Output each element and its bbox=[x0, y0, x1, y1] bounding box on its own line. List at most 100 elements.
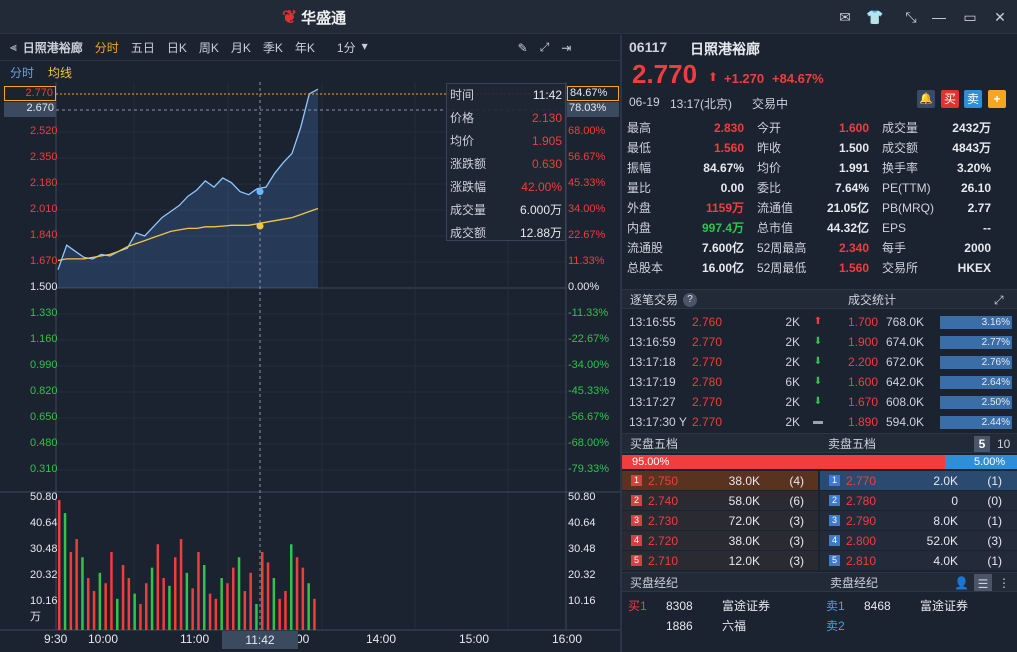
cursor-pct-right: 78.03% bbox=[567, 102, 619, 117]
trade-time: 13:16:55 bbox=[629, 315, 676, 329]
chart-tab[interactable]: 周K bbox=[198, 41, 219, 55]
level-volume: 12.0K bbox=[728, 554, 760, 568]
depth-level[interactable]: 4 2.720 38.0K (3) bbox=[622, 531, 818, 551]
trade-volume: 2K bbox=[785, 415, 800, 429]
volume-bar bbox=[208, 593, 212, 630]
trade-row: 13:17:18 2.770 2K ⬇ 2.200 672.0K 2.76% bbox=[622, 352, 1017, 372]
close-icon[interactable]: ✕ bbox=[994, 9, 1006, 25]
level-volume: 38.0K bbox=[728, 534, 760, 548]
quote-value: 1.600 bbox=[838, 121, 869, 135]
add-watchlist-button[interactable]: + bbox=[988, 90, 1006, 108]
ask-brokers-title: 卖盘经纪 bbox=[830, 576, 879, 590]
tooltip-value: 6.000万 bbox=[519, 203, 562, 217]
tooltip-row: 均价 1.905 bbox=[447, 130, 565, 153]
broker-row: 卖1 8468 富途证券 bbox=[820, 596, 1017, 616]
level-badge: 1 bbox=[829, 475, 840, 486]
trade-time: 13:17:19 bbox=[629, 375, 676, 389]
level-price: 2.790 bbox=[846, 514, 877, 528]
level-badge: 2 bbox=[829, 495, 840, 506]
stat-price: 2.200 bbox=[847, 355, 878, 369]
depth-level[interactable]: 5 2.710 12.0K (3) bbox=[622, 551, 818, 571]
panel-divider bbox=[620, 35, 622, 652]
tooltip-label: 时间 bbox=[450, 88, 475, 102]
chart-tab[interactable]: 分时 bbox=[94, 41, 119, 55]
quote-row: 量比 0.00 委比 7.64% PE(TTM) 26.10 bbox=[622, 178, 1017, 198]
cursor-price-left: 2.670 bbox=[4, 102, 56, 117]
level-volume: 52.0K bbox=[926, 534, 958, 548]
depth-10-toggle[interactable]: 10 bbox=[997, 437, 1011, 451]
shirt-icon[interactable]: 👕 bbox=[866, 9, 884, 25]
level-count: (3) bbox=[789, 534, 804, 548]
subtab-average[interactable]: 均线 bbox=[48, 65, 73, 80]
quote-value: 3.20% bbox=[956, 161, 991, 175]
volume-axis-label-right: 50.80 bbox=[568, 491, 596, 503]
chart-tab[interactable]: 1分 bbox=[336, 41, 356, 55]
buy-button[interactable]: 买 bbox=[941, 90, 959, 108]
time-axis-label: 16:00 bbox=[552, 632, 583, 646]
quote-label: 总市值 bbox=[757, 221, 794, 235]
brand-logo-icon: ❦ bbox=[282, 7, 298, 27]
depth-level[interactable]: 3 2.790 8.0K (1) bbox=[820, 511, 1017, 531]
volume-bar bbox=[301, 567, 305, 630]
quote-value: 16.00亿 bbox=[701, 261, 744, 275]
chart-tab[interactable]: 月K bbox=[230, 41, 251, 55]
level-price: 2.770 bbox=[846, 474, 877, 488]
bid-brokers-title: 买盘经纪 bbox=[630, 576, 679, 590]
depth-level[interactable]: 2 2.740 58.0K (6) bbox=[622, 491, 818, 511]
mail-icon[interactable]: ✉ bbox=[839, 9, 851, 25]
maximize-icon[interactable]: ▭ bbox=[963, 9, 977, 25]
volume-axis-label: 30.48 bbox=[30, 543, 58, 555]
level-price: 2.810 bbox=[846, 554, 877, 568]
help-icon[interactable]: ? bbox=[683, 293, 697, 307]
quote-label: 振幅 bbox=[627, 161, 652, 175]
collapse-icon[interactable]: ⫷ bbox=[10, 40, 17, 54]
draw-pen-icon[interactable]: ✎ bbox=[517, 40, 528, 55]
quote-value: 1.560 bbox=[838, 261, 869, 275]
level-price: 2.730 bbox=[648, 514, 679, 528]
chart-tab[interactable]: 年K bbox=[294, 41, 315, 55]
tooltip-value: 12.88万 bbox=[519, 226, 562, 240]
chevron-down-icon[interactable]: ▾ bbox=[361, 39, 368, 53]
depth-level[interactable]: 2 2.780 0 (0) bbox=[820, 491, 1017, 511]
stat-pct-bar: 3.16% bbox=[940, 316, 1012, 329]
depth-level[interactable]: 3 2.730 72.0K (3) bbox=[622, 511, 818, 531]
depth-level[interactable]: 5 2.810 4.0K (1) bbox=[820, 551, 1017, 571]
volume-bar bbox=[104, 583, 107, 630]
crosshair-tooltip: 时间 11:42 价格 2.130 均价 1.905 涨跌额 0.630 涨跌幅 42.00% 成交… bbox=[446, 83, 566, 241]
depth-level[interactable]: 4 2.800 52.0K (3) bbox=[820, 531, 1017, 551]
broker-name: 六福 bbox=[722, 619, 747, 633]
volume-bar bbox=[307, 583, 310, 630]
grid-view-icon[interactable]: ⋮ bbox=[998, 576, 1010, 590]
ask-ratio-fill bbox=[945, 455, 1017, 469]
alert-bell-icon[interactable]: 🔔 bbox=[917, 90, 935, 108]
volume-bar bbox=[98, 572, 102, 630]
sell-button[interactable]: 卖 bbox=[964, 90, 982, 108]
quote-label: 52周最低 bbox=[757, 261, 807, 275]
stat-pct-bar: 2.64% bbox=[940, 376, 1012, 389]
broker-rank bbox=[622, 616, 666, 636]
time-axis-label: 14:00 bbox=[366, 632, 397, 646]
trade-volume: 6K bbox=[785, 375, 800, 389]
subtab-timeshare[interactable]: 分时 bbox=[10, 65, 35, 80]
depth-level[interactable]: 1 2.770 2.0K (1) bbox=[820, 471, 1017, 491]
chart-tab[interactable]: 季K bbox=[262, 41, 283, 55]
fullscreen-icon[interactable]: ⤢ bbox=[539, 40, 550, 54]
person-icon[interactable]: 👤 bbox=[954, 576, 969, 590]
quote-label: 每手 bbox=[882, 241, 907, 255]
quote-label: 流通股 bbox=[627, 241, 664, 255]
shrink-icon[interactable]: ⤡ bbox=[905, 9, 917, 25]
export-icon[interactable]: ⇥ bbox=[561, 40, 572, 55]
chart-tab[interactable]: 日K bbox=[166, 41, 187, 55]
depth-header: 买盘五档 卖盘五档 5 10 bbox=[622, 433, 1017, 453]
pct-axis-label: 34.00% bbox=[568, 203, 606, 215]
minimize-icon[interactable]: — bbox=[932, 9, 946, 25]
depth-5-toggle[interactable]: 5 bbox=[974, 436, 990, 452]
depth-level[interactable]: 1 2.750 38.0K (4) bbox=[622, 471, 818, 491]
trade-volume: 2K bbox=[785, 335, 800, 349]
list-view-icon[interactable]: ☰ bbox=[974, 574, 992, 591]
volume-axis-label: 50.80 bbox=[30, 491, 58, 503]
expand-icon[interactable]: ⤢ bbox=[994, 293, 1004, 307]
price-axis-label: 1.330 bbox=[30, 307, 58, 319]
chart-tab[interactable]: 五日 bbox=[130, 41, 155, 55]
quote-label: 交易所 bbox=[882, 261, 919, 275]
